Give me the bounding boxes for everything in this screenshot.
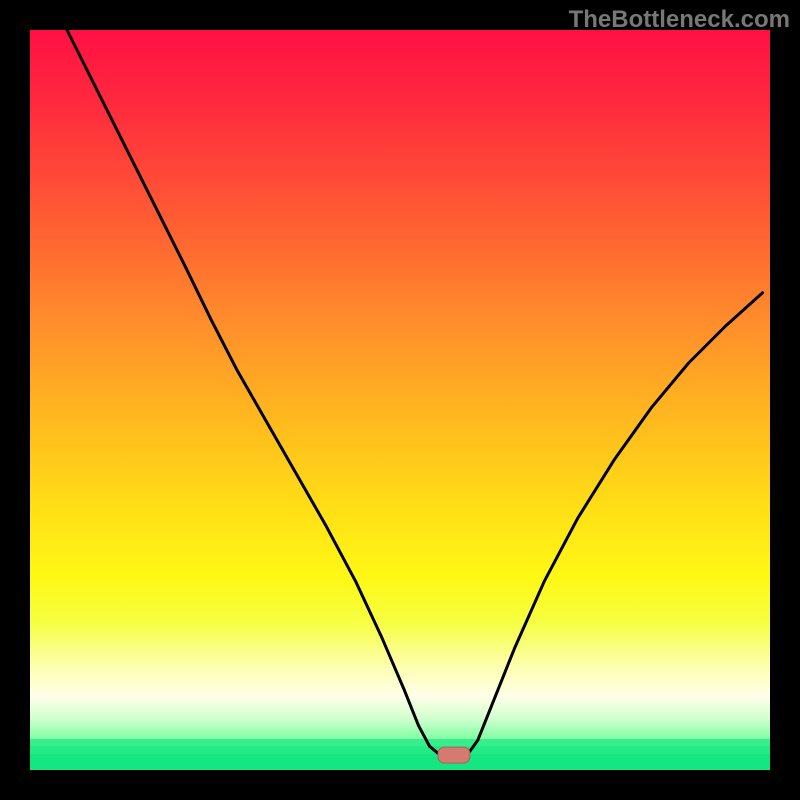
optimum-marker — [437, 747, 470, 764]
bottleneck-curve — [30, 30, 770, 770]
curve-path — [67, 30, 763, 755]
plot-area — [30, 30, 770, 770]
watermark-label: TheBottleneck.com — [569, 6, 790, 34]
chart-stage: TheBottleneck.com — [0, 0, 800, 800]
